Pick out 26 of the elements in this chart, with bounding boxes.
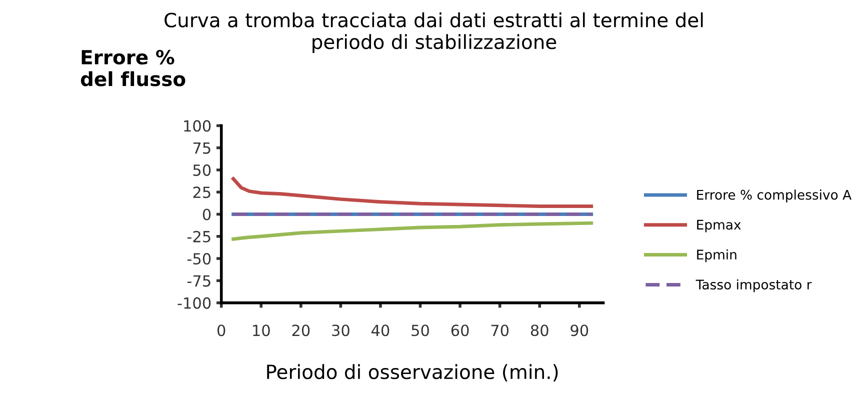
x-tick-label: 60 (451, 324, 469, 336)
x-axis-title: Periodo di osservazione (min.) (267, 364, 558, 382)
legend-label: Tasso impostato r (696, 279, 812, 292)
line-series (232, 221, 594, 241)
x-tick-label: 50 (412, 324, 429, 336)
y-tick-label: -75 (187, 275, 210, 287)
legend-label: Epmin (697, 249, 736, 262)
y-tick-label: 50 (193, 164, 211, 176)
y-tick-label: -50 (187, 252, 211, 265)
y-tick-label: 25 (193, 186, 210, 198)
y-tick-label: 75 (193, 142, 210, 154)
x-tick-label: 90 (570, 324, 588, 336)
y-tick-label: -25 (187, 230, 210, 242)
x-tick-label: 80 (530, 324, 548, 336)
x-tick-label: 30 (332, 324, 350, 336)
line-series (232, 177, 594, 208)
y-tick-label: -100 (178, 297, 211, 309)
x-tick-label: 70 (491, 324, 509, 336)
legend-label: Epmax (697, 220, 741, 232)
x-tick-label: 20 (292, 324, 310, 336)
x-tick-label: 40 (372, 324, 390, 336)
x-tick-label: 0 (217, 324, 226, 336)
y-tick-label: 0 (202, 208, 211, 220)
x-tick-label: 10 (253, 324, 270, 336)
y-tick-label: 100 (184, 120, 211, 132)
legend-label: Errore % complessivo A (697, 190, 852, 202)
